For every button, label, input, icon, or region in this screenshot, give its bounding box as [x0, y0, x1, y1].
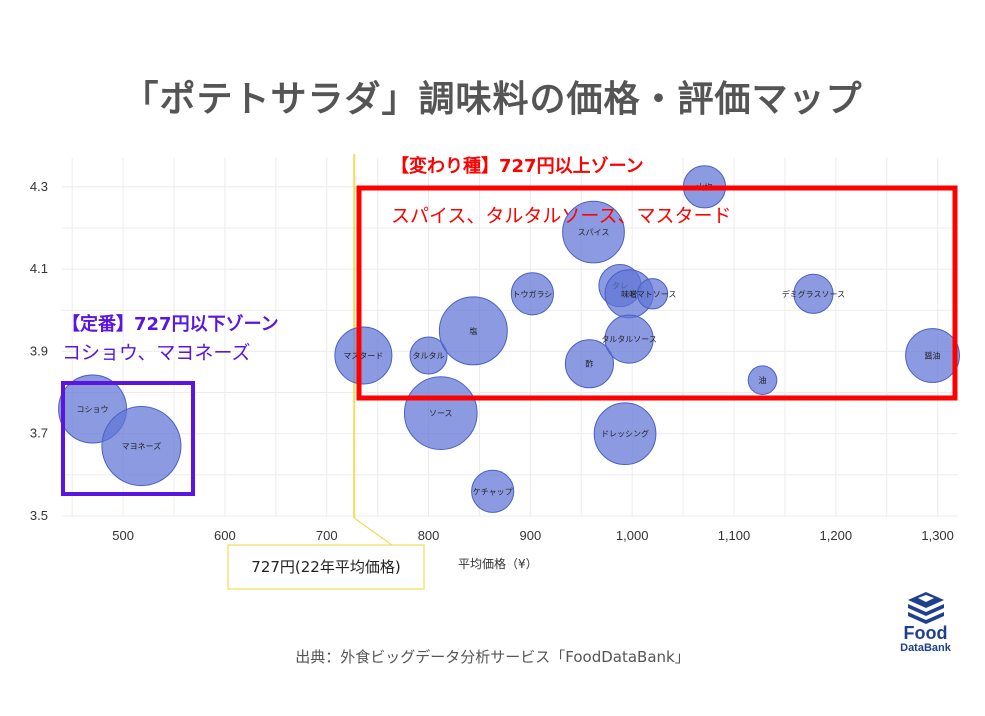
bubble-label: コショウ: [77, 405, 109, 414]
bubble-point: [334, 326, 393, 385]
bubble-label: デミグラスソース: [782, 289, 845, 299]
x-tick-label: 900: [520, 528, 542, 543]
bubble-label: 醤油: [925, 351, 941, 361]
logo-word-food: Food: [903, 623, 948, 643]
bubble-label: マスタード: [343, 352, 383, 361]
bubble-label: 味噌: [621, 289, 637, 299]
bubble-point: [747, 365, 778, 395]
x-tick-label: 1,100: [718, 528, 751, 543]
bubble-label: トマトソース: [629, 290, 677, 299]
premium-zone-title: 【変わり種】727円以上ゾーン: [391, 155, 644, 177]
bubble-label: 油: [759, 375, 767, 385]
bubble-label: 塩: [469, 326, 477, 336]
page-title: 「ポテトサラダ」調味料の価格・評価マップ: [122, 79, 863, 120]
x-tick-label: 500: [112, 528, 134, 543]
average-price-callout: [227, 544, 425, 590]
average-price-label: 727円(22年平均価格): [251, 558, 400, 576]
x-tick-label: 700: [316, 528, 338, 543]
bubble-label: スパイス: [578, 228, 610, 237]
y-tick-label: 3.9: [30, 343, 48, 358]
x-tick-label: 800: [418, 528, 440, 543]
x-tick-label: 1,200: [820, 528, 853, 543]
bubble-label: タルタル: [413, 352, 445, 361]
y-tick-label: 4.1: [30, 261, 48, 276]
bubble-label: トウガラシ: [512, 289, 552, 299]
bubble-point: [604, 314, 654, 364]
bubble-label: ケチャップ: [473, 487, 513, 496]
fooddatabank-logo: Food DataBank: [888, 590, 963, 660]
callout-pointer: [353, 517, 393, 546]
bubble-label: 酢: [585, 359, 593, 369]
bubble-label: ドレッシング: [601, 429, 649, 439]
bubble-label: ソース: [429, 409, 453, 418]
bubble-label: タルタルソース: [601, 335, 657, 344]
x-tick-label: 1,300: [921, 528, 954, 543]
bubble-point: [593, 402, 657, 466]
bubble-point: [438, 296, 508, 366]
standard-zone-title: 【定番】727円以下ゾーン: [62, 313, 279, 335]
y-tick-label: 3.5: [30, 508, 48, 523]
bubble-point: [793, 273, 834, 314]
standard-zone-items: コショウ、マヨネーズ: [62, 342, 250, 364]
x-tick-label: 1,000: [616, 528, 649, 543]
bubble-label: マヨネーズ: [122, 441, 162, 451]
x-tick-label: 600: [214, 528, 236, 543]
standard-zone-box: [61, 381, 195, 496]
logo-word-databank: DataBank: [900, 642, 951, 654]
bubble-point: [101, 406, 182, 487]
plot-area: [62, 158, 958, 516]
bubble-point: [562, 200, 625, 264]
bubble-point: [564, 339, 614, 389]
bubble-point: [636, 278, 669, 310]
bubble-point: [403, 376, 478, 450]
bubble-point: [409, 336, 448, 375]
premium-zone-box: [356, 185, 958, 401]
bubble-point: [471, 469, 515, 513]
y-tick-label: 4.3: [30, 179, 48, 194]
x-axis-label: 平均価格（¥）: [458, 556, 538, 571]
bubble-point: [510, 272, 554, 316]
bubble-point: [905, 328, 960, 383]
source-caption: 出典：外食ビッグデータ分析サービス「FoodDataBank」: [295, 648, 690, 666]
y-tick-label: 3.7: [30, 426, 48, 441]
database-icon: [907, 592, 944, 624]
premium-zone-items: スパイス、タルタルソース、マスタード: [391, 205, 731, 227]
